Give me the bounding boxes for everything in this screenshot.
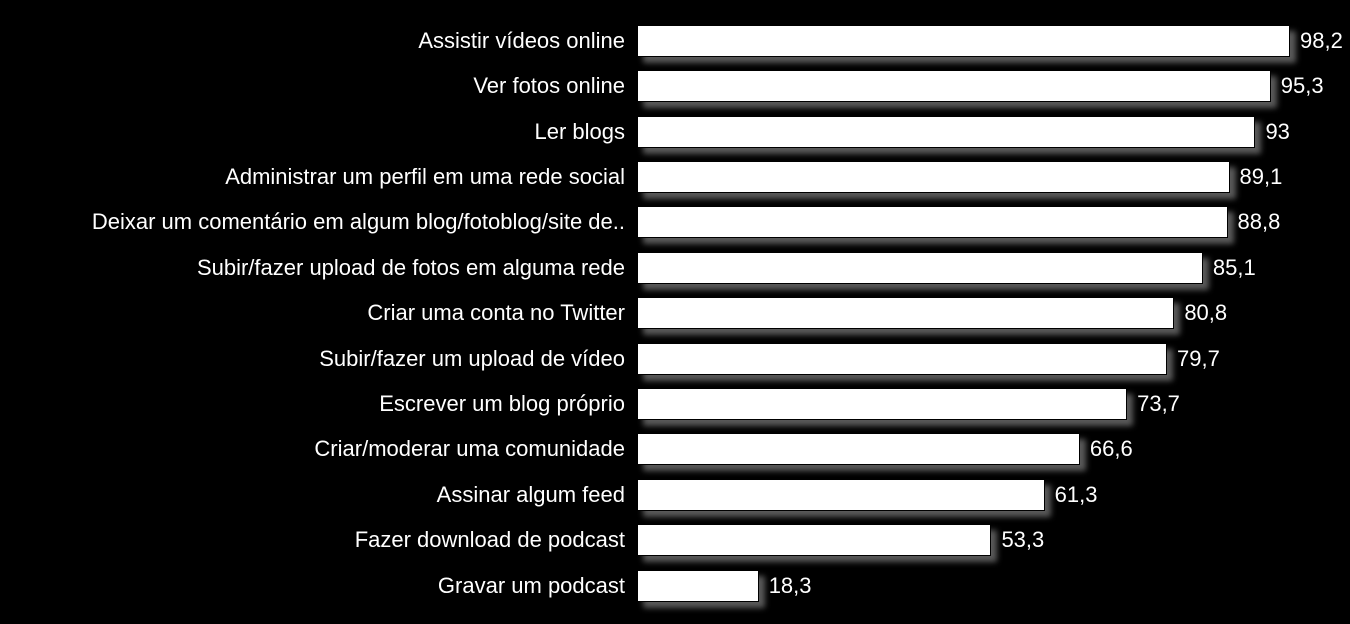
- bar-track: 79,7: [637, 343, 1350, 375]
- value-label: 95,3: [1271, 73, 1324, 99]
- bar: [637, 161, 1230, 193]
- bar: [637, 524, 991, 556]
- bar-track: 95,3: [637, 70, 1350, 102]
- bar-track: 98,2: [637, 25, 1350, 57]
- bar: [637, 25, 1290, 57]
- value-label: 18,3: [759, 573, 812, 599]
- bar-track: 61,3: [637, 479, 1350, 511]
- value-label: 89,1: [1230, 164, 1283, 190]
- category-label: Criar uma conta no Twitter: [0, 300, 637, 326]
- category-label: Escrever um blog próprio: [0, 391, 637, 417]
- horizontal-bar-chart: Assistir vídeos online 98,2 Ver fotos onli…: [0, 0, 1350, 624]
- bar: [637, 433, 1080, 465]
- bar: [637, 479, 1045, 511]
- bar: [637, 343, 1167, 375]
- chart-row: Administrar um perfil em uma rede social…: [0, 161, 1350, 193]
- chart-row: Gravar um podcast 18,3: [0, 570, 1350, 602]
- bar: [637, 388, 1127, 420]
- bar: [637, 206, 1228, 238]
- value-label: 88,8: [1228, 209, 1281, 235]
- value-label: 53,3: [991, 527, 1044, 553]
- category-label: Gravar um podcast: [0, 573, 637, 599]
- bar-track: 89,1: [637, 161, 1350, 193]
- bar: [637, 297, 1174, 329]
- value-label: 79,7: [1167, 346, 1220, 372]
- category-label: Ver fotos online: [0, 73, 637, 99]
- chart-row: Assistir vídeos online 98,2: [0, 25, 1350, 57]
- bar-track: 18,3: [637, 570, 1350, 602]
- category-label: Ler blogs: [0, 119, 637, 145]
- category-label: Fazer download de podcast: [0, 527, 637, 553]
- chart-row: Fazer download de podcast 53,3: [0, 524, 1350, 556]
- value-label: 93: [1255, 119, 1289, 145]
- value-label: 98,2: [1290, 28, 1343, 54]
- bar: [637, 252, 1203, 284]
- category-label: Assistir vídeos online: [0, 28, 637, 54]
- value-label: 85,1: [1203, 255, 1256, 281]
- chart-row: Assinar algum feed 61,3: [0, 479, 1350, 511]
- category-label: Deixar um comentário em algum blog/fotob…: [0, 209, 637, 235]
- bar: [637, 570, 759, 602]
- chart-row: Deixar um comentário em algum blog/fotob…: [0, 206, 1350, 238]
- bar-track: 66,6: [637, 433, 1350, 465]
- bar-track: 53,3: [637, 524, 1350, 556]
- category-label: Administrar um perfil em uma rede social: [0, 164, 637, 190]
- value-label: 61,3: [1045, 482, 1098, 508]
- chart-row: Criar uma conta no Twitter 80,8: [0, 297, 1350, 329]
- chart-row: Ler blogs 93: [0, 116, 1350, 148]
- category-label: Subir/fazer upload de fotos em alguma re…: [0, 255, 637, 281]
- bar-track: 85,1: [637, 252, 1350, 284]
- value-label: 73,7: [1127, 391, 1180, 417]
- category-label: Assinar algum feed: [0, 482, 637, 508]
- chart-row: Escrever um blog próprio 73,7: [0, 388, 1350, 420]
- chart-row: Ver fotos online 95,3: [0, 70, 1350, 102]
- bar-track: 93: [637, 116, 1350, 148]
- category-label: Criar/moderar uma comunidade: [0, 436, 637, 462]
- category-label: Subir/fazer um upload de vídeo: [0, 346, 637, 372]
- bar: [637, 70, 1271, 102]
- bar-track: 73,7: [637, 388, 1350, 420]
- bar-track: 80,8: [637, 297, 1350, 329]
- bar: [637, 116, 1255, 148]
- value-label: 80,8: [1174, 300, 1227, 326]
- bar-track: 88,8: [637, 206, 1350, 238]
- value-label: 66,6: [1080, 436, 1133, 462]
- chart-row: Subir/fazer um upload de vídeo 79,7: [0, 343, 1350, 375]
- chart-row: Criar/moderar uma comunidade 66,6: [0, 433, 1350, 465]
- chart-row: Subir/fazer upload de fotos em alguma re…: [0, 252, 1350, 284]
